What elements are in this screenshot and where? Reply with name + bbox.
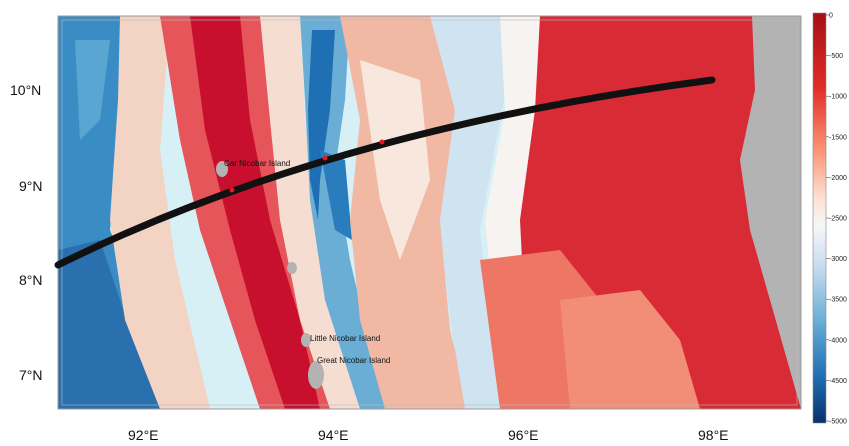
colorbar-tick-label: -1000 [829,94,847,101]
lat-label: 7°N [19,367,43,383]
survey-track-line [54,76,716,269]
lat-label: 9°N [19,178,43,194]
depth-colorbar [812,12,827,424]
colorbar-tick-label: -5000 [829,419,847,426]
island-label-little-nicobar: Little Nicobar Island [310,334,380,343]
colorbar-tick-label: -3000 [829,256,847,263]
colorbar-tick-label: -4500 [829,378,847,385]
lon-label: 98°E [698,427,729,443]
lat-label: 8°N [19,272,43,288]
colorbar-tick-label: -500 [829,53,843,60]
colorbar-tick-label: 0 [829,13,833,20]
colorbar-tick-label: -1500 [829,134,847,141]
colorbar-ticks: 0 -500 -1000 -1500 -2000 -2500 -3000 -3500 -4000… [826,13,847,426]
lon-label: 92°E [128,427,159,443]
colorbar-tick-label: -3500 [829,297,847,304]
track-marker [322,155,328,161]
lon-label: 94°E [318,427,349,443]
map-frame [57,15,802,410]
track-marker [379,139,385,145]
colorbar-tick-label: -2500 [829,216,847,223]
lon-label: 96°E [508,427,539,443]
track-marker [229,187,235,193]
colorbar-tick-label: -2000 [829,175,847,182]
island-label-great-nicobar: Great Nicobar Island [317,356,390,365]
lat-label: 10°N [10,82,41,98]
colorbar-tick-label: -4000 [829,337,847,344]
island-label-car-nicobar: Car Nicobar Island [224,159,290,168]
